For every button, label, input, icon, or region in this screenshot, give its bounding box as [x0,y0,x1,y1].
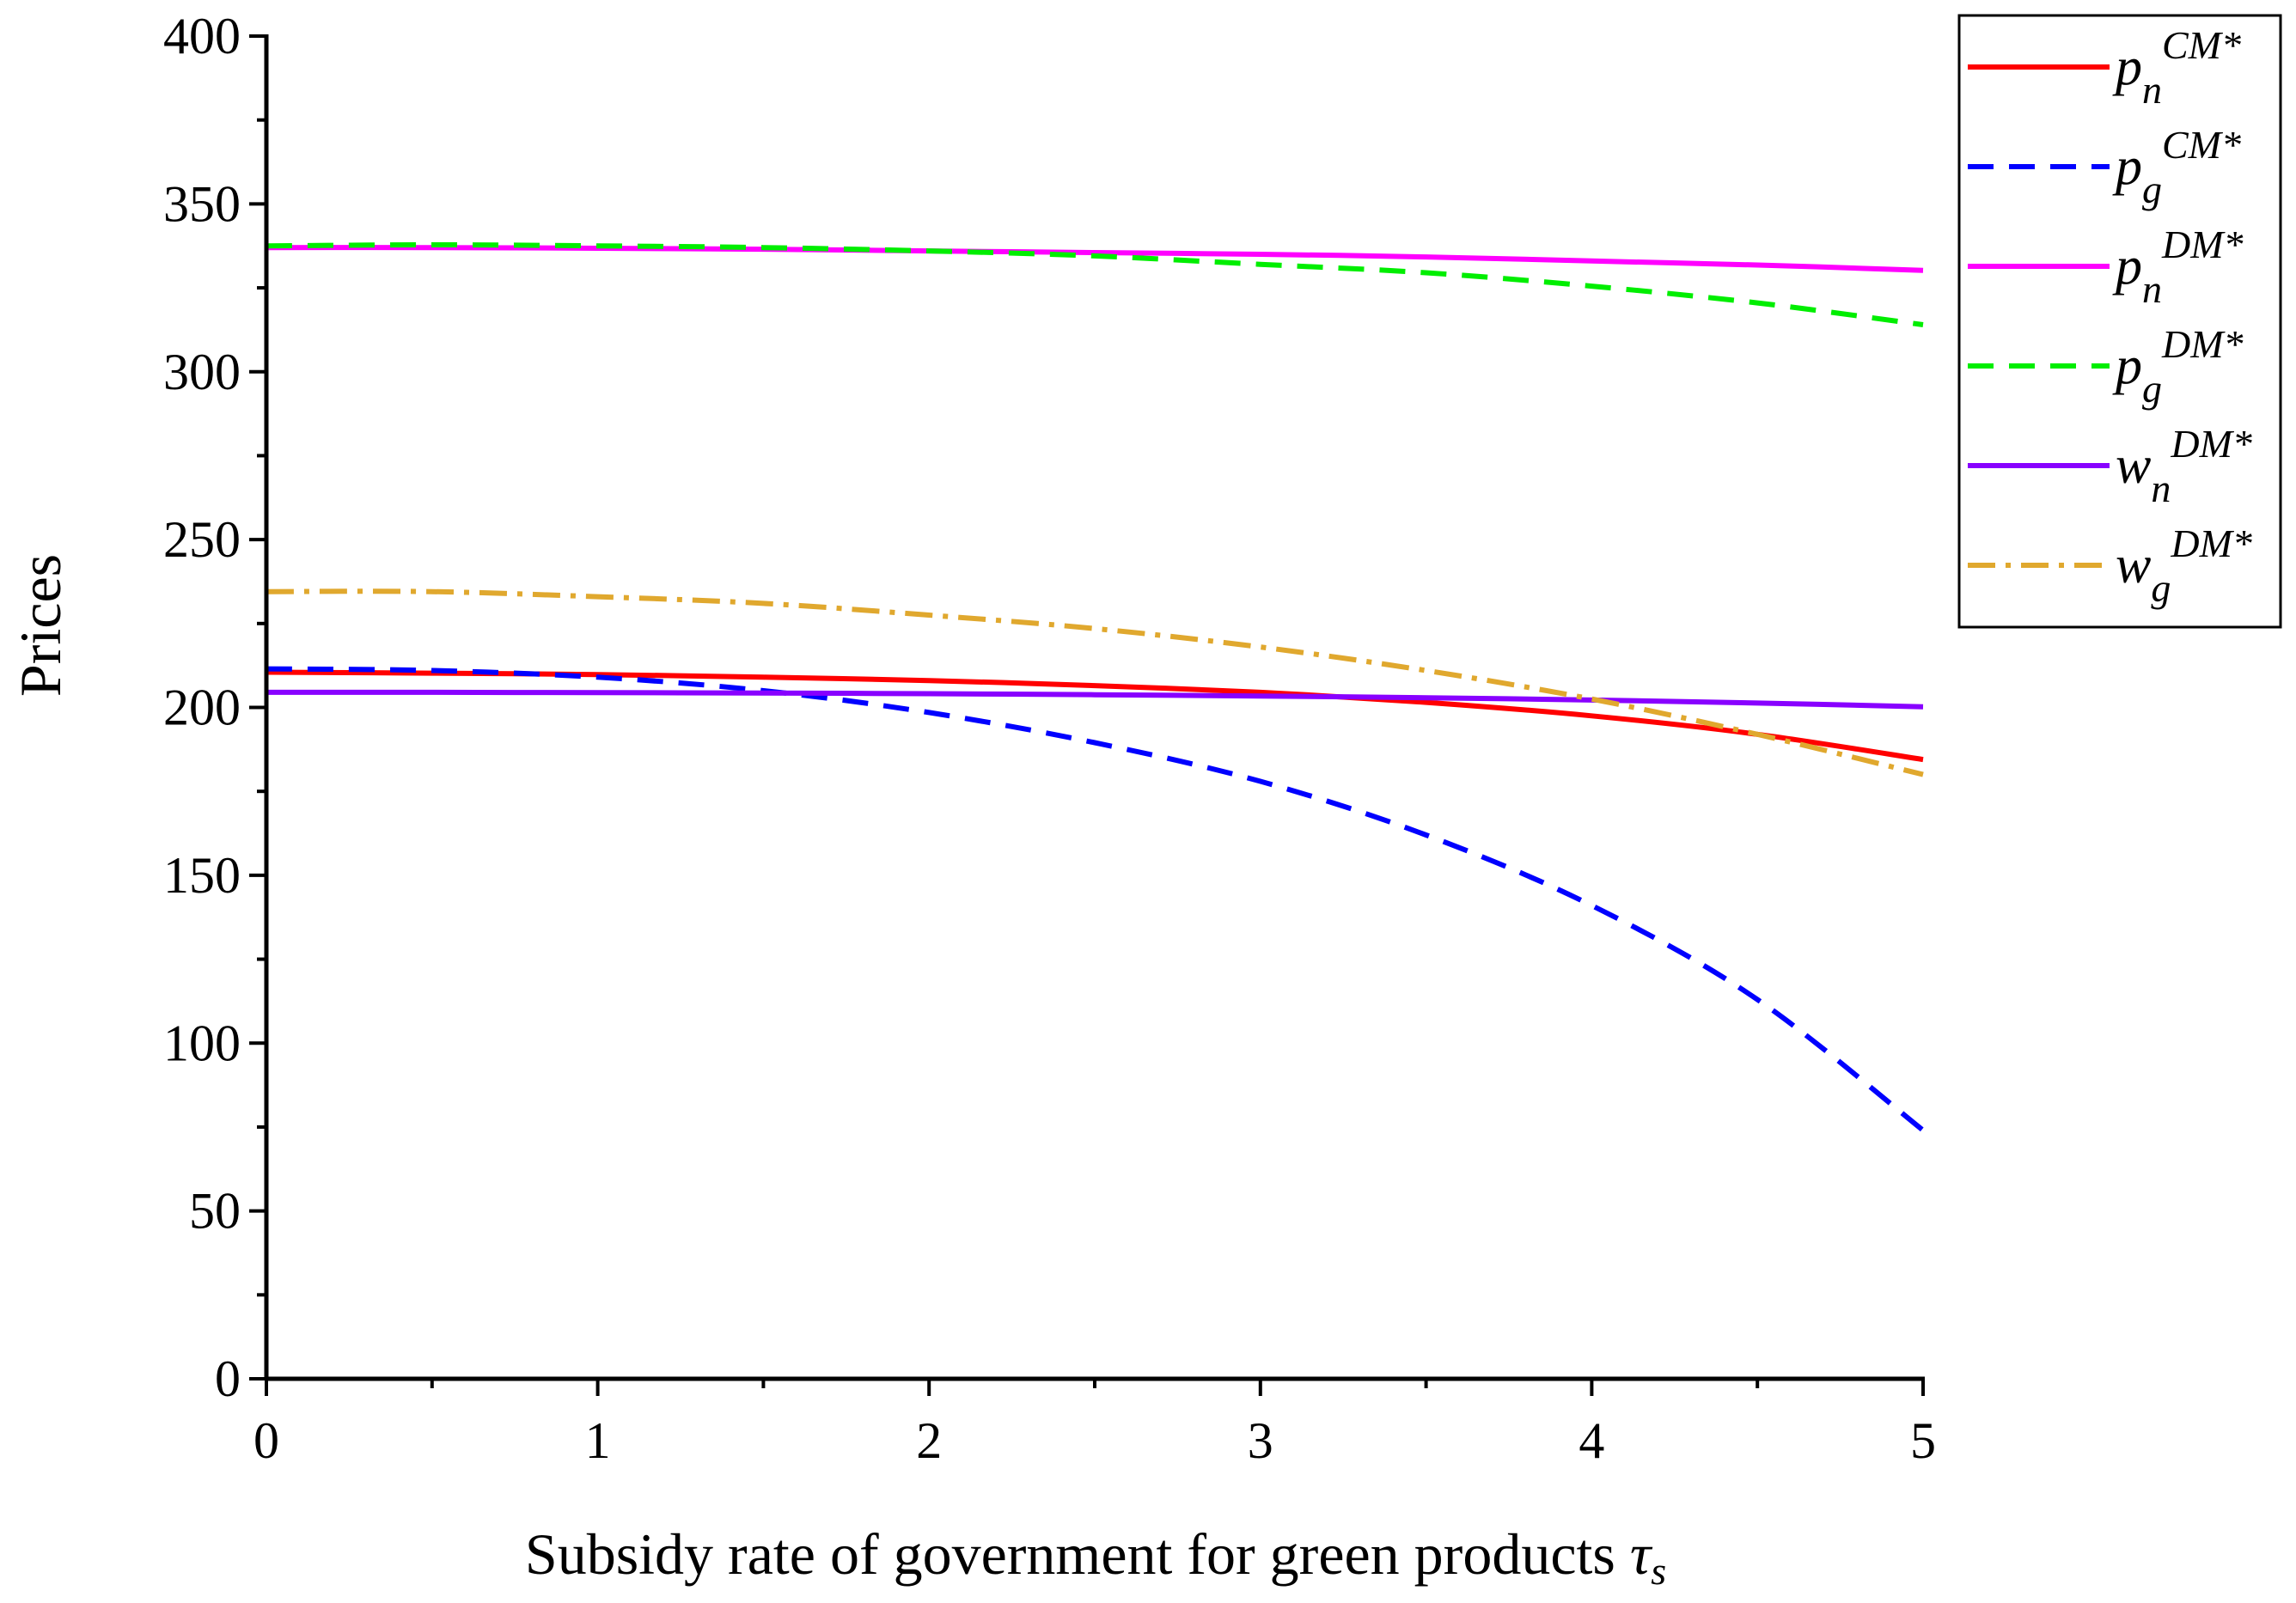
legend-label-superscript: DM* [2161,222,2244,266]
legend-box [1957,14,2282,629]
y-tick-label: 300 [163,344,241,400]
legend-entry-4: pgDM* [1968,322,2244,411]
legend-label-subscript: g [2142,168,2162,211]
legend-label-subscript: g [2142,367,2162,411]
series-line-4 [266,241,1924,327]
series-line-2 [266,666,1925,1133]
series-line-6 [266,588,1924,777]
x-tick-label: 1 [585,1412,611,1469]
legend-label: wgDM* [2116,521,2252,610]
y-tick-label: 250 [163,511,241,568]
legend-label-superscript: CM* [2162,123,2241,167]
legend-label: pgCM* [2112,123,2241,211]
series-line-3 [266,245,1924,273]
legend-label-base: p [2112,237,2142,296]
y-tick-label: 100 [163,1015,241,1071]
y-tick-label: 0 [215,1350,241,1407]
legend-label: pnCM* [2112,23,2241,112]
legend-label-superscript: DM* [2170,422,2252,466]
axes-layer: 0 50 100 150 200 250 300 350 400 0 1 2 3 4 5 [163,8,1936,1469]
legend-label-subscript: n [2142,267,2162,311]
x-tick-label: 5 [1910,1412,1936,1469]
x-tick-label: 0 [253,1412,279,1469]
legend-label: wnDM* [2116,422,2252,510]
legend-label-base: w [2116,436,2151,495]
legend-label-base: p [2112,337,2142,395]
legend-entry-2: pgCM* [1968,123,2241,211]
legend-entry-5: wnDM* [1968,422,2252,510]
x-axis-label-symbol: τ [1630,1521,1653,1587]
legend-label-base: p [2112,137,2142,196]
series-layer [266,241,1925,1133]
legend-label-superscript: CM* [2162,23,2241,67]
x-tick-label: 3 [1248,1412,1273,1469]
series-line-1 [266,669,1924,763]
legend-entry-3: pnDM* [1968,222,2244,311]
legend-label-superscript: DM* [2161,322,2244,366]
legend-label-base: p [2112,38,2142,96]
x-tick-label: 4 [1578,1412,1604,1469]
y-tick-label: 150 [163,847,241,904]
x-tick-label: 2 [916,1412,942,1469]
legend-label-base: w [2116,536,2151,594]
legend-label: pnDM* [2112,222,2244,311]
x-axis-label-text: Subsidy rate of government for green pro… [525,1521,1615,1587]
x-axis-label-symbol-subscript: s [1651,1549,1666,1593]
legend-label-subscript: n [2151,466,2171,510]
legend-label-superscript: DM* [2170,521,2252,565]
legend-label-subscript: g [2151,566,2171,610]
legend: pnCM*pgCM*pnDM*pgDM*wnDM*wgDM* [1957,14,2282,629]
y-tick-label: 200 [163,680,241,736]
legend-entry-6: wgDM* [1968,521,2252,610]
legend-label-subscript: n [2142,68,2162,112]
legend-entry-1: pnCM* [1968,23,2241,112]
y-tick-label: 50 [189,1183,241,1240]
series-line-5 [266,689,1924,710]
y-tick-label: 400 [163,8,241,64]
y-axis-label: Prices [8,554,73,697]
legend-label: pgDM* [2112,322,2244,411]
x-axis-label: Subsidy rate of government for green pro… [525,1521,1666,1593]
y-tick-label: 350 [163,175,241,232]
